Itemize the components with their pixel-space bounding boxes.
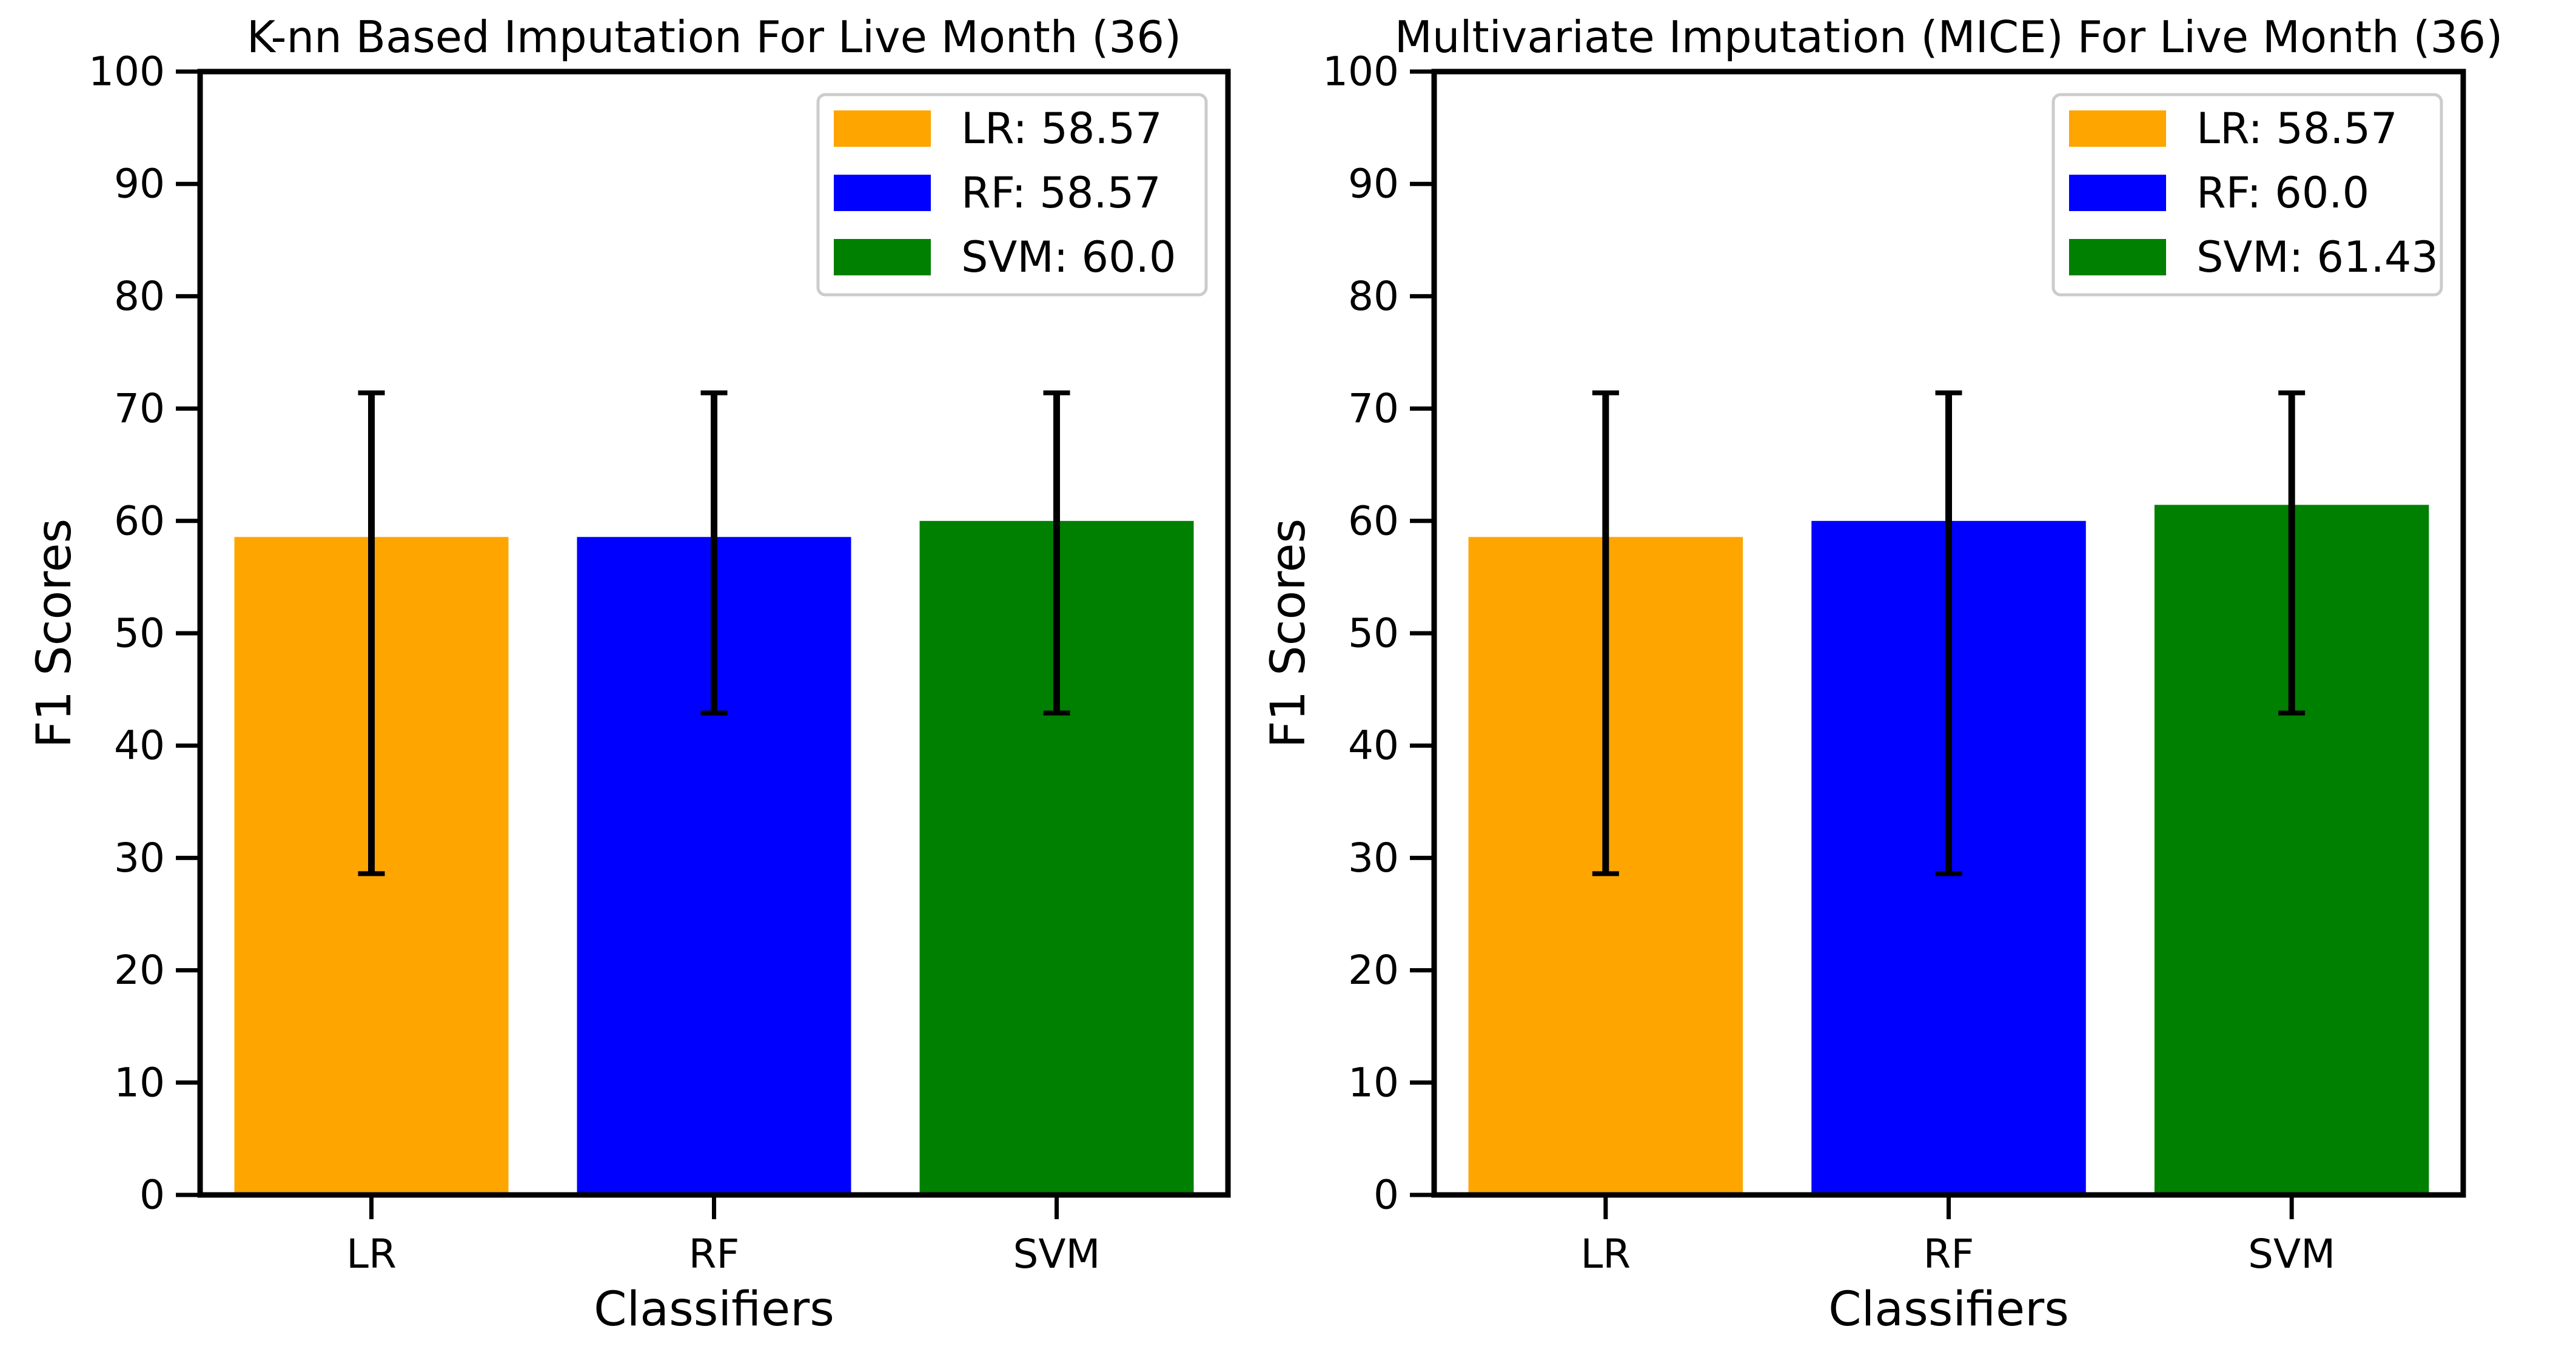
legend-swatch-svm	[834, 239, 931, 275]
y-tick-label: 10	[1348, 1059, 1399, 1106]
y-tick-label: 50	[114, 610, 165, 657]
x-tick-label: SVM	[1013, 1231, 1101, 1277]
y-tick-label: 70	[1348, 385, 1399, 432]
x-tick-label: RF	[1924, 1231, 1974, 1277]
y-tick-label: 0	[139, 1172, 165, 1219]
legend-swatch-rf	[834, 175, 931, 211]
legend-label-rf: RF: 58.57	[961, 168, 1161, 218]
y-tick-label: 20	[114, 947, 165, 994]
legend: LR: 58.57 RF: 60.0 SVM: 61.43	[2051, 93, 2443, 297]
y-tick-label: 40	[1348, 722, 1399, 769]
y-tick-label: 30	[114, 835, 165, 881]
y-tick-label: 50	[1348, 610, 1399, 657]
legend-label-lr: LR: 58.57	[2196, 104, 2398, 153]
error-bar-rf	[700, 390, 728, 716]
error-bar-rf	[1935, 390, 1962, 876]
error-bar-lr	[1592, 390, 1619, 876]
x-tick-label: RF	[689, 1231, 740, 1277]
legend-label-svm: SVM: 60.0	[961, 232, 1176, 282]
x-tick-label: LR	[1581, 1231, 1631, 1277]
y-tick-label: 40	[114, 722, 165, 769]
y-axis-label: F1 Scores	[1261, 519, 1316, 748]
legend-swatch-rf	[2069, 175, 2166, 211]
y-tick-label: 0	[1374, 1172, 1399, 1219]
y-tick-label: 100	[1323, 49, 1399, 95]
y-tick-label: 60	[1348, 497, 1399, 544]
y-tick-label: 80	[1348, 273, 1399, 320]
y-tick-label: 70	[114, 385, 165, 432]
x-tick-label: LR	[346, 1231, 397, 1277]
y-tick-label: 20	[1348, 947, 1399, 994]
x-axis-label: Classifiers	[594, 1282, 834, 1337]
chart-title: K-nn Based Imputation For Live Month (36…	[247, 12, 1181, 62]
error-bar-svm	[2278, 390, 2306, 716]
legend-label-lr: LR: 58.57	[961, 104, 1162, 153]
y-tick-label: 90	[114, 161, 165, 207]
chart-panel-mice: Multivariate Imputation (MICE) For Live …	[1261, 12, 2503, 1337]
chart-title: Multivariate Imputation (MICE) For Live …	[1395, 12, 2503, 62]
legend-label-rf: RF: 60.0	[2196, 168, 2369, 218]
y-tick-label: 90	[1348, 161, 1399, 207]
y-tick-label: 100	[89, 49, 165, 95]
error-bar-svm	[1043, 390, 1070, 716]
error-bar-lr	[358, 390, 385, 876]
y-axis-label: F1 Scores	[27, 519, 82, 748]
y-tick-label: 30	[1348, 835, 1399, 881]
legend-swatch-svm	[2069, 239, 2166, 275]
legend-swatch-lr	[834, 110, 931, 147]
legend-swatch-lr	[2069, 110, 2166, 147]
y-tick-label: 60	[114, 497, 165, 544]
x-tick-label: SVM	[2248, 1231, 2335, 1277]
legend: LR: 58.57 RF: 58.57 SVM: 60.0	[816, 93, 1208, 297]
legend-label-svm: SVM: 61.43	[2196, 232, 2438, 282]
x-axis-label: Classifiers	[1828, 1282, 2069, 1337]
chart-panel-knn: K-nn Based Imputation For Live Month (36…	[27, 12, 1231, 1337]
y-tick-label: 80	[114, 273, 165, 320]
y-tick-label: 10	[114, 1059, 165, 1106]
